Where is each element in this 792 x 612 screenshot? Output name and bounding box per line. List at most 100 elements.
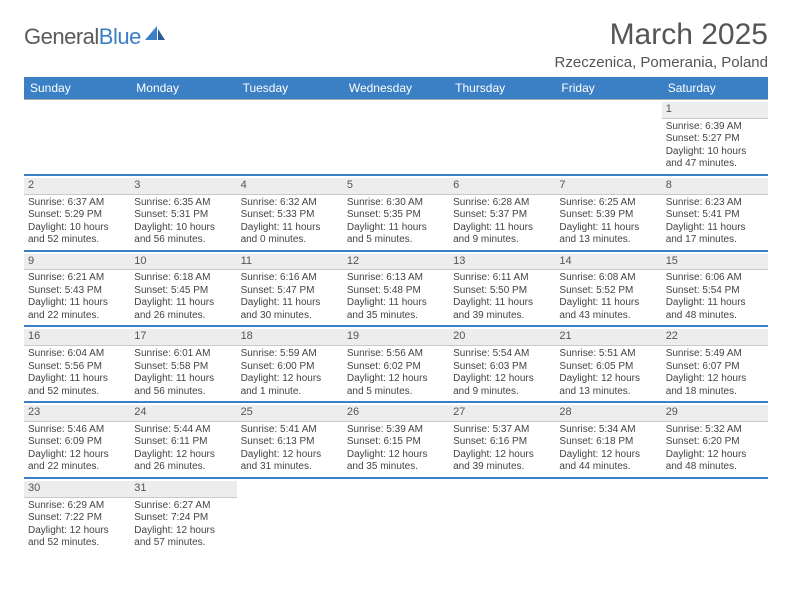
calendar-week: 30Sunrise: 6:29 AMSunset: 7:22 PMDayligh…	[24, 478, 768, 553]
sunrise-line: Sunrise: 5:54 AM	[453, 348, 551, 361]
sunrise-line: Sunrise: 6:08 AM	[559, 272, 657, 285]
sunset-line: Sunset: 5:29 PM	[28, 209, 126, 222]
day-number: 1	[662, 102, 768, 119]
calendar-day-empty	[662, 478, 768, 553]
daylight-line: Daylight: 11 hours and 9 minutes.	[453, 222, 551, 247]
daylight-line: Daylight: 12 hours and 39 minutes.	[453, 449, 551, 474]
daylight-line: Daylight: 12 hours and 1 minute.	[241, 373, 339, 398]
sunset-line: Sunset: 5:58 PM	[134, 361, 232, 374]
calendar-day-empty	[237, 100, 343, 175]
dayhead: Tuesday	[237, 77, 343, 100]
dayhead: Monday	[130, 77, 236, 100]
sunset-line: Sunset: 5:31 PM	[134, 209, 232, 222]
dayhead: Thursday	[449, 77, 555, 100]
calendar-week: 16Sunrise: 6:04 AMSunset: 5:56 PMDayligh…	[24, 326, 768, 402]
sunset-line: Sunset: 5:43 PM	[28, 285, 126, 298]
logo-text: GeneralBlue	[24, 24, 141, 50]
sunset-line: Sunset: 6:16 PM	[453, 436, 551, 449]
daylight-line: Daylight: 11 hours and 39 minutes.	[453, 297, 551, 322]
sunrise-line: Sunrise: 6:13 AM	[347, 272, 445, 285]
sunrise-line: Sunrise: 6:23 AM	[666, 197, 764, 210]
sunset-line: Sunset: 5:37 PM	[453, 209, 551, 222]
calendar-week: 1Sunrise: 6:39 AMSunset: 5:27 PMDaylight…	[24, 100, 768, 175]
sunrise-line: Sunrise: 6:39 AM	[666, 121, 764, 134]
daylight-line: Daylight: 12 hours and 35 minutes.	[347, 449, 445, 474]
sunrise-line: Sunrise: 6:28 AM	[453, 197, 551, 210]
daylight-line: Daylight: 11 hours and 56 minutes.	[134, 373, 232, 398]
daylight-line: Daylight: 12 hours and 31 minutes.	[241, 449, 339, 474]
calendar-day: 31Sunrise: 6:27 AMSunset: 7:24 PMDayligh…	[130, 478, 236, 553]
sunrise-line: Sunrise: 5:44 AM	[134, 424, 232, 437]
sunrise-line: Sunrise: 5:46 AM	[28, 424, 126, 437]
calendar-day: 12Sunrise: 6:13 AMSunset: 5:48 PMDayligh…	[343, 251, 449, 327]
calendar-day-empty	[555, 100, 661, 175]
sunrise-line: Sunrise: 6:29 AM	[28, 500, 126, 513]
calendar-day: 18Sunrise: 5:59 AMSunset: 6:00 PMDayligh…	[237, 326, 343, 402]
calendar-day-empty	[449, 478, 555, 553]
sunrise-line: Sunrise: 5:59 AM	[241, 348, 339, 361]
calendar-day: 16Sunrise: 6:04 AMSunset: 5:56 PMDayligh…	[24, 326, 130, 402]
sunrise-line: Sunrise: 6:11 AM	[453, 272, 551, 285]
header: GeneralBlue March 2025 Rzeczenica, Pomer…	[24, 18, 768, 71]
calendar-day: 24Sunrise: 5:44 AMSunset: 6:11 PMDayligh…	[130, 402, 236, 478]
sunset-line: Sunset: 5:35 PM	[347, 209, 445, 222]
calendar-day: 4Sunrise: 6:32 AMSunset: 5:33 PMDaylight…	[237, 175, 343, 251]
daylight-line: Daylight: 11 hours and 0 minutes.	[241, 222, 339, 247]
day-number: 23	[24, 405, 130, 422]
logo-word2: Blue	[99, 24, 141, 49]
location: Rzeczenica, Pomerania, Poland	[555, 54, 768, 71]
sunset-line: Sunset: 6:07 PM	[666, 361, 764, 374]
sunset-line: Sunset: 5:47 PM	[241, 285, 339, 298]
day-number: 10	[130, 254, 236, 271]
calendar-day-empty	[130, 100, 236, 175]
calendar-day: 8Sunrise: 6:23 AMSunset: 5:41 PMDaylight…	[662, 175, 768, 251]
sunrise-line: Sunrise: 5:34 AM	[559, 424, 657, 437]
day-number: 4	[237, 178, 343, 195]
daylight-line: Daylight: 12 hours and 13 minutes.	[559, 373, 657, 398]
daylight-line: Daylight: 12 hours and 44 minutes.	[559, 449, 657, 474]
daylight-line: Daylight: 11 hours and 43 minutes.	[559, 297, 657, 322]
dayhead: Friday	[555, 77, 661, 100]
sunrise-line: Sunrise: 6:30 AM	[347, 197, 445, 210]
daylight-line: Daylight: 10 hours and 52 minutes.	[28, 222, 126, 247]
sunset-line: Sunset: 6:18 PM	[559, 436, 657, 449]
sunrise-line: Sunrise: 5:56 AM	[347, 348, 445, 361]
sunset-line: Sunset: 6:13 PM	[241, 436, 339, 449]
dayhead-row: SundayMondayTuesdayWednesdayThursdayFrid…	[24, 77, 768, 100]
day-number: 18	[237, 329, 343, 346]
calendar-day: 27Sunrise: 5:37 AMSunset: 6:16 PMDayligh…	[449, 402, 555, 478]
sunrise-line: Sunrise: 6:35 AM	[134, 197, 232, 210]
dayhead: Wednesday	[343, 77, 449, 100]
calendar-day: 6 Sunrise: 6:28 AMSunset: 5:37 PMDaylight…	[449, 175, 555, 251]
daylight-line: Daylight: 12 hours and 48 minutes.	[666, 449, 764, 474]
day-number: 19	[343, 329, 449, 346]
day-number: 28	[555, 405, 661, 422]
sunset-line: Sunset: 5:56 PM	[28, 361, 126, 374]
calendar-day: 5Sunrise: 6:30 AMSunset: 5:35 PMDaylight…	[343, 175, 449, 251]
sunrise-line: Sunrise: 6:37 AM	[28, 197, 126, 210]
calendar-day: 29Sunrise: 5:32 AMSunset: 6:20 PMDayligh…	[662, 402, 768, 478]
sunset-line: Sunset: 7:24 PM	[134, 512, 232, 525]
calendar-day-empty	[555, 478, 661, 553]
calendar-day: 7Sunrise: 6:25 AMSunset: 5:39 PMDaylight…	[555, 175, 661, 251]
daylight-line: Daylight: 12 hours and 52 minutes.	[28, 525, 126, 550]
sunrise-line: Sunrise: 6:16 AM	[241, 272, 339, 285]
sunset-line: Sunset: 5:48 PM	[347, 285, 445, 298]
daylight-line: Daylight: 12 hours and 5 minutes.	[347, 373, 445, 398]
day-number: 25	[237, 405, 343, 422]
dayhead: Saturday	[662, 77, 768, 100]
title-block: March 2025 Rzeczenica, Pomerania, Poland	[555, 18, 768, 71]
daylight-line: Daylight: 12 hours and 57 minutes.	[134, 525, 232, 550]
day-number: 14	[555, 254, 661, 271]
sunset-line: Sunset: 5:39 PM	[559, 209, 657, 222]
sunrise-line: Sunrise: 5:41 AM	[241, 424, 339, 437]
daylight-line: Daylight: 10 hours and 56 minutes.	[134, 222, 232, 247]
sunset-line: Sunset: 5:45 PM	[134, 285, 232, 298]
day-number: 6	[449, 178, 555, 195]
dayhead: Sunday	[24, 77, 130, 100]
daylight-line: Daylight: 11 hours and 35 minutes.	[347, 297, 445, 322]
sail-icon	[143, 24, 167, 42]
sunrise-line: Sunrise: 6:06 AM	[666, 272, 764, 285]
sunset-line: Sunset: 5:50 PM	[453, 285, 551, 298]
day-number: 22	[662, 329, 768, 346]
